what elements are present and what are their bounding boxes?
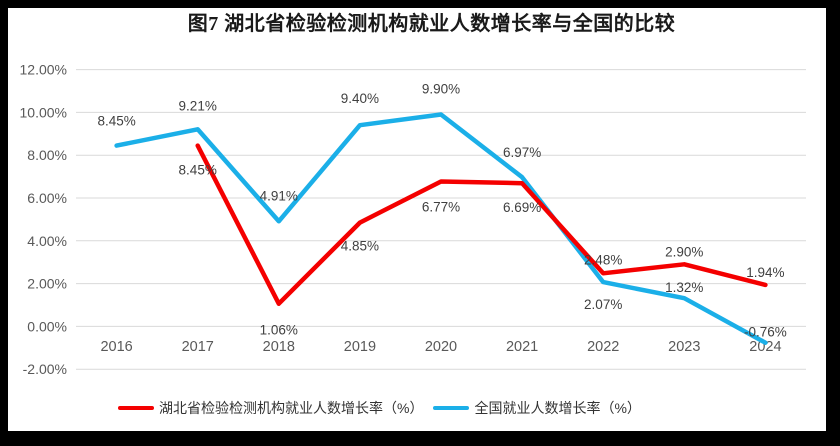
y-axis-tick-label: 4.00% (27, 233, 67, 249)
national-data-label: 1.32% (665, 280, 703, 295)
y-axis-tick-label: -2.00% (23, 361, 67, 377)
national-data-label: 9.90% (422, 82, 460, 97)
x-axis-label: 2016 (100, 339, 132, 355)
national-data-label: 9.40% (341, 91, 379, 106)
x-axis-label: 2020 (425, 339, 457, 355)
hubei-line-swatch (118, 405, 154, 411)
x-axis-label: 2024 (749, 339, 781, 355)
hubei-data-label: 1.06% (260, 323, 298, 338)
x-axis-label: 2023 (668, 339, 700, 355)
hubei-line (195, 143, 768, 306)
chart-canvas: 图7 湖北省检验检测机构就业人数增长率与全国的比较 12.00% 10.00% 8.… (8, 8, 826, 431)
y-axis-tick-label: 12.00% (20, 62, 67, 78)
x-axis-label: 2019 (344, 339, 376, 355)
national-data-label: 4.91% (260, 188, 298, 203)
national-data-label: 9.21% (179, 98, 217, 113)
y-axis-tick-label: 6.00% (27, 190, 67, 206)
national-line-swatch (433, 405, 470, 411)
legend: 湖北省检验检测机构就业人数增长率（%） 全国就业人数增长率（%） (118, 398, 641, 418)
x-axis-label: 2018 (263, 339, 295, 355)
hubei-data-label: 2.90% (665, 244, 703, 259)
x-axis-label: 2017 (182, 339, 214, 355)
national-data-label: 6.97% (503, 145, 541, 160)
line-chart: 12.00% 10.00% 8.00% 6.00% 4.00% 2.00% 0.00% -2.… (20, 62, 806, 377)
hubei-data-label: 4.85% (341, 239, 379, 254)
y-axis-tick-label: 10.00% (20, 104, 67, 120)
national-data-label: -0.76% (744, 325, 787, 340)
hubei-data-label: 6.69% (503, 200, 541, 215)
hubei-data-label: 2.48% (584, 252, 622, 267)
legend-item-national: 全国就业人数增长率（%） (433, 398, 641, 418)
national-data-label: 8.45% (97, 114, 135, 129)
hubei-data-label: 8.45% (179, 163, 217, 178)
x-axis-label: 2021 (506, 339, 538, 355)
y-axis-tick-label: 2.00% (27, 276, 67, 292)
chart-title: 图7 湖北省检验检测机构就业人数增长率与全国的比较 (187, 13, 676, 35)
x-axis-label: 2022 (587, 339, 619, 355)
national-line (114, 112, 768, 345)
y-axis-tick-label: 8.00% (27, 147, 67, 163)
legend-label-hubei: 湖北省检验检测机构就业人数增长率（%） (159, 400, 424, 416)
national-data-label: 2.07% (584, 297, 622, 312)
legend-item-hubei: 湖北省检验检测机构就业人数增长率（%） (118, 398, 423, 418)
hubei-data-label: 6.77% (422, 200, 460, 215)
legend-label-national: 全国就业人数增长率（%） (474, 400, 641, 416)
hubei-data-label: 1.94% (746, 265, 784, 280)
y-axis-tick-label: 0.00% (27, 318, 67, 334)
